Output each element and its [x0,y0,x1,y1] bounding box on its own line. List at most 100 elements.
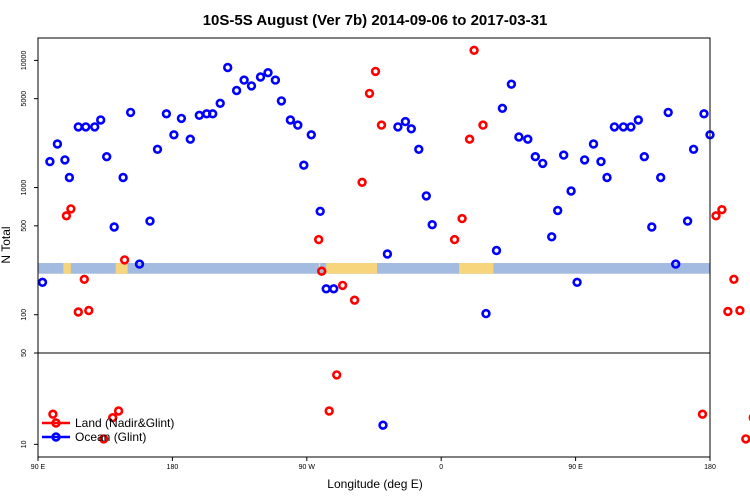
land-segment [459,263,494,274]
y-tick-label: 10 [21,440,28,448]
land-segment [63,263,71,274]
ocean-point [276,96,287,106]
land-point [449,234,460,245]
bottom-panel-frame [37,352,711,458]
top-panel-frame [37,37,711,354]
ocean-point [176,113,187,124]
x-tick-label: 90 W [299,464,316,471]
ocean-point [618,122,629,132]
x-tick-label: 180 [167,464,179,471]
land-point [464,134,475,144]
ocean-point [299,160,309,170]
ocean-point [223,62,233,73]
ocean-point [95,115,106,125]
ocean-point [89,122,100,132]
ocean-point [45,156,55,167]
land-point [723,306,733,317]
ocean-point [647,222,657,232]
ocean-point [239,75,249,85]
ocean-point [400,116,411,127]
land-point [457,213,467,224]
legend-label: Land (Nadir&Glint) [75,416,174,430]
legend-marker [51,432,61,442]
x-axis-label: Longitude (deg E) [327,477,422,491]
ocean-point [566,186,576,196]
land-point [79,274,90,284]
x-tick-label: 0 [439,464,443,471]
ocean-point [537,158,548,169]
ocean-point [270,75,281,85]
land-point [337,280,348,291]
land-point [119,255,130,265]
x-axis: 90 E 180 90 W 0 90 E 180 [31,457,716,471]
ocean-point [52,139,63,149]
ocean-point [393,122,403,132]
land-point [332,370,342,380]
ocean-point [572,277,582,287]
y-tick-label: 5000 [21,91,28,107]
ocean-point [81,122,91,132]
ocean-point [109,222,119,232]
points-layer [37,45,750,444]
ocean-point [293,120,303,130]
ocean-point [602,172,612,183]
land-point [324,406,334,416]
land-point [107,413,118,423]
land-point [61,211,72,221]
land-point [717,205,727,215]
ocean-point [663,107,673,118]
y-tick-label: 100 [21,309,28,321]
land-point [711,211,721,221]
ocean-point [421,191,431,201]
ocean-point [321,284,331,294]
ocean-point [315,206,325,217]
ocean-point [382,249,393,259]
chart-title: 10S-5S August (Ver 7b) 2014-09-06 to 201… [203,12,548,29]
ocean-point [231,85,242,96]
ocean-point [169,130,179,140]
ocean-point [481,308,491,319]
ocean-point [579,155,590,165]
land-point [357,177,367,188]
land-point [697,409,708,419]
y-axis-top: 100 500 1000 5000 10000 [21,51,38,321]
ocean-point [60,155,70,165]
ocean-point [414,144,424,155]
ocean-point [378,420,388,430]
ocean-point [639,152,649,162]
ocean-point [523,134,533,144]
ocean-point [37,277,48,287]
ocean-point [588,139,599,149]
land-point [735,305,745,316]
ocean-point [246,81,257,91]
x-tick-label: 90 E [31,464,46,471]
ocean-point [285,115,296,125]
ocean-point [491,245,502,256]
legend: Land (Nadir&Glint)Ocean (Glint) [42,416,174,444]
land-point [729,274,739,284]
ocean-point [682,216,693,226]
y-axis-label: N Total [0,226,13,263]
legend-label: Ocean (Glint) [75,430,146,444]
ocean-point [552,205,563,216]
ocean-point [125,107,136,118]
ocean-point [406,124,416,134]
land-point [376,120,387,130]
land-point [317,266,327,276]
ocean-point [194,110,205,121]
ocean-point [263,67,273,78]
ocean-point [101,152,112,162]
ocean-point [427,220,437,230]
ocean-point [145,216,155,226]
ocean-point [596,156,606,167]
land-point [478,120,488,130]
land-point [48,409,58,419]
ocean-point [134,259,145,269]
ocean-point [306,130,316,140]
legend-marker [51,418,61,428]
ocean-point [215,98,225,109]
ocean-point [670,259,681,269]
ocean-point [329,284,339,294]
land-point [314,234,324,245]
y-tick-label: 1000 [21,180,28,196]
